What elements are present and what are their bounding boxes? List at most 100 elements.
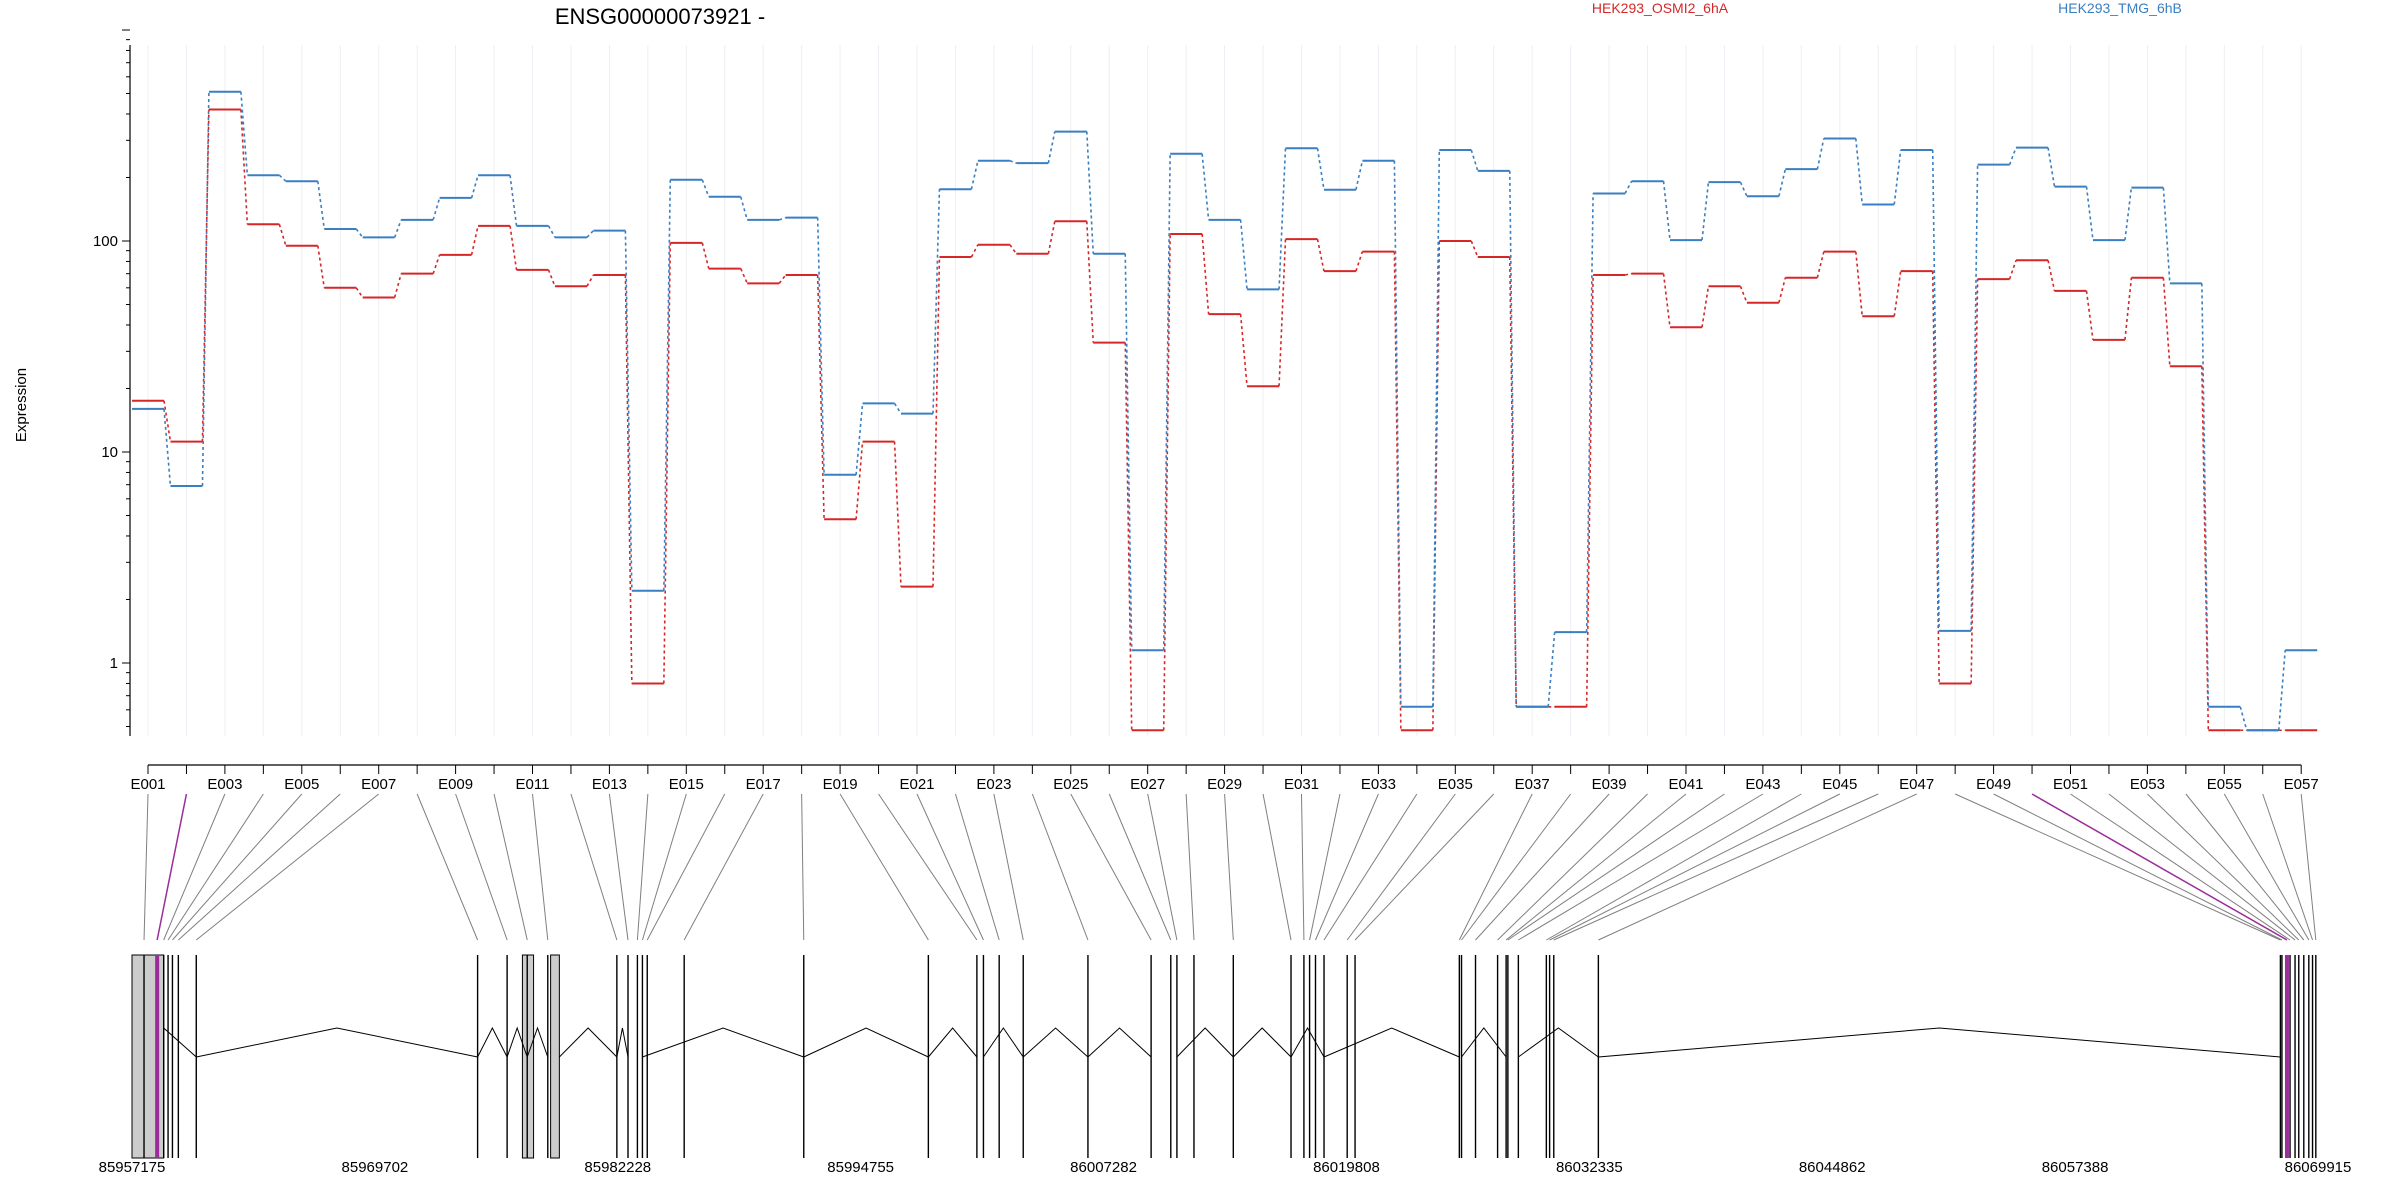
connector: [1224, 793, 1234, 941]
connector: [1354, 793, 1495, 941]
series-connector: [547, 225, 556, 238]
connector: [1301, 793, 1305, 941]
connector: [683, 793, 764, 941]
legend-entry: HEK293_TMG_6hB: [2058, 0, 2182, 16]
genomic-coordinate-label: 86019808: [1313, 1159, 1380, 1176]
genomic-coordinate-label: 86032335: [1556, 1159, 1623, 1176]
series-connector: [163, 400, 172, 442]
series-connector: [1355, 251, 1364, 272]
series-connector: [586, 230, 594, 238]
connector: [801, 793, 805, 941]
series-connector: [1931, 271, 1940, 684]
series-connector: [2201, 283, 2210, 707]
y-axis: 1 10 100: [93, 29, 131, 736]
intron: [1598, 1027, 2281, 1058]
series-connector: [740, 268, 748, 284]
series-connector: [240, 109, 249, 225]
series-connector: [1893, 149, 1902, 205]
connector: [1108, 793, 1172, 941]
series-connector: [2085, 290, 2094, 340]
chart-title: ENSG00000073921 -: [555, 4, 765, 29]
series-connector: [2085, 186, 2094, 241]
connector: [1497, 793, 1648, 941]
series-connector: [1816, 251, 1825, 278]
connector: [1346, 793, 1456, 941]
series-connector: [1316, 239, 1325, 272]
series-connector: [278, 224, 287, 246]
intron: [196, 1027, 478, 1058]
connector: [195, 793, 380, 941]
series-connector: [1970, 279, 1979, 684]
x-tick-label: E001: [130, 776, 165, 793]
connector: [532, 793, 549, 941]
connector: [2223, 793, 2310, 941]
connector: [1954, 793, 2281, 941]
connector: [455, 793, 508, 941]
series-connector: [1662, 273, 1671, 328]
intron: [1323, 1027, 1460, 1058]
intron: [983, 1027, 1024, 1058]
series-connector: [1393, 160, 1402, 707]
series-connector: [778, 216, 786, 221]
intron: [526, 1026, 549, 1058]
series-connector: [1970, 164, 1979, 631]
series-connector: [1508, 170, 1517, 707]
series-connector: [1047, 221, 1056, 254]
intron: [477, 1026, 508, 1058]
connector: [1549, 793, 1841, 941]
series-connector: [701, 179, 710, 198]
connector: [916, 793, 984, 941]
intron: [1087, 1027, 1152, 1058]
series-connector: [1778, 168, 1787, 197]
series-connector: [970, 244, 979, 258]
series-connector: [1470, 240, 1479, 258]
x-tick-label: E011: [516, 776, 550, 793]
connector: [1598, 793, 1917, 941]
series-connector: [1239, 314, 1248, 387]
y-tick-label: 1: [110, 655, 118, 672]
series-connector: [1162, 153, 1171, 651]
x-tick-label: E007: [361, 776, 396, 793]
intron: [559, 1027, 618, 1058]
x-tick-label: E031: [1284, 776, 1319, 793]
series-connector: [893, 402, 902, 415]
connector: [1475, 793, 1610, 941]
series-connector: [432, 254, 441, 274]
series-connector: [393, 219, 402, 238]
x-tick-label: E057: [2284, 776, 2319, 793]
connector: [1458, 793, 1533, 941]
series-connector: [663, 179, 672, 591]
series-connector: [1355, 160, 1364, 190]
series-connector: [240, 91, 249, 176]
connector: [2300, 793, 2317, 941]
series-connector: [701, 242, 710, 269]
gene-model: [131, 954, 2317, 1159]
series-connector: [432, 197, 441, 221]
x-tick-label: E029: [1207, 776, 1242, 793]
connector: [839, 793, 929, 941]
x-tick-label: E017: [746, 776, 781, 793]
x-tick-label: E055: [2207, 776, 2242, 793]
connector: [1553, 793, 1879, 941]
connector: [1518, 793, 1764, 941]
series-connector: [509, 225, 518, 270]
series-connector: [163, 408, 172, 487]
intron: [1022, 1027, 1089, 1058]
vertical-grid: [147, 45, 2302, 736]
genomic-axis: 85957175 85969702 85982228 85994755 86007282…: [99, 1159, 2352, 1176]
connector: [641, 793, 687, 941]
series-connector: [970, 160, 979, 190]
x-tick-label: E037: [1515, 776, 1550, 793]
series-connector: [1124, 342, 1133, 731]
series-connector: [1278, 148, 1287, 290]
x-tick-label: E009: [438, 776, 473, 793]
connector: [1993, 793, 2283, 941]
exon-box: [521, 954, 535, 1159]
series-connector: [932, 256, 941, 587]
series-connector: [624, 230, 633, 591]
exon-connectors: [143, 793, 2317, 941]
connector: [1323, 793, 1418, 941]
series-connector: [1278, 239, 1287, 387]
series-connector: [355, 287, 364, 298]
